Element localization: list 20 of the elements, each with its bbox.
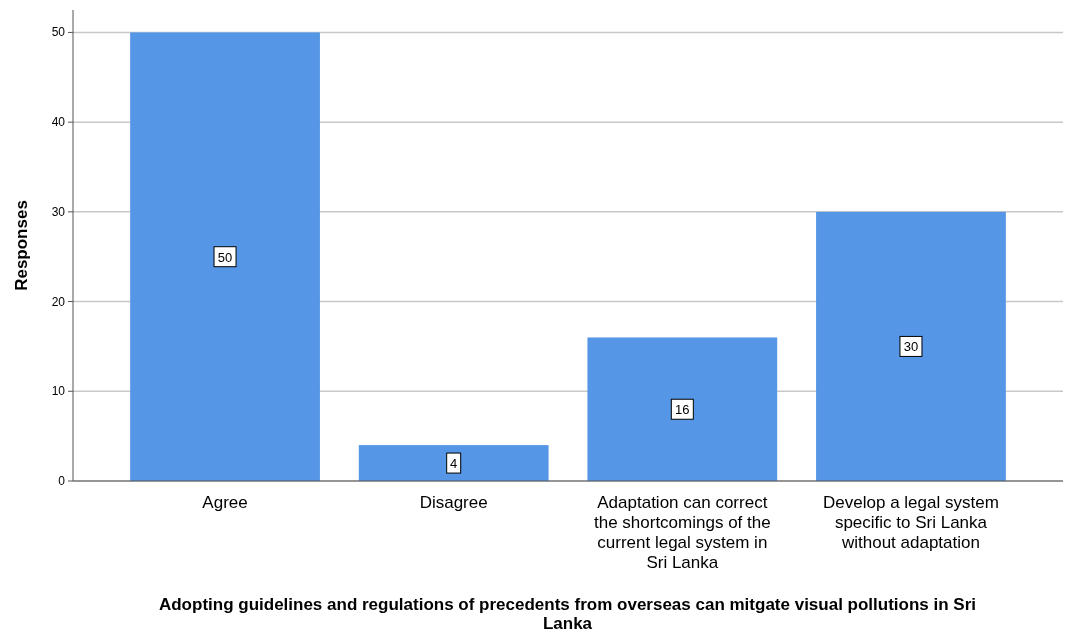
bar (587, 337, 778, 481)
y-tick-label: 0 (58, 474, 66, 488)
bar (130, 32, 320, 481)
x-tick-label: Develop a legal system specific to Sri Lanka without adaptation (823, 493, 999, 552)
bar (816, 211, 1006, 481)
data-label: 16 (675, 402, 690, 418)
data-label: 30 (903, 339, 919, 355)
x-tick-label: Disagree (419, 493, 488, 512)
y-axis-title: Responses (12, 200, 31, 291)
x-axis-title: Adopting guidelines and regulations of precedents from overseas can mitgate visual pollutions in Sri Lanka (158, 595, 977, 633)
y-tick-label: 30 (51, 204, 66, 219)
x-tick-label: Adaptation can correct the shortcomings of the current legal system in Sri Lanka (593, 493, 771, 572)
y-tick-label: 20 (51, 294, 66, 309)
y-tick-label: 40 (51, 115, 66, 130)
y-tick-label: 50 (51, 25, 66, 40)
data-label: 50 (217, 249, 233, 265)
data-label: 4 (450, 456, 458, 472)
y-tick-label: 10 (51, 384, 66, 399)
bar (358, 445, 549, 481)
x-tick-label: Agree (202, 493, 248, 512)
